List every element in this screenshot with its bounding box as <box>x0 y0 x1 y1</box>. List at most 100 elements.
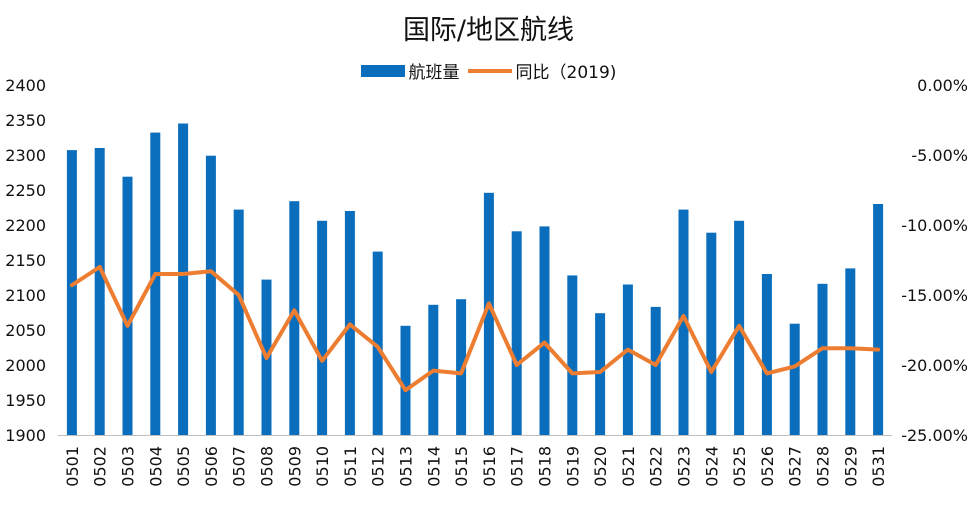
y-left-tick-label: 2100 <box>5 286 46 305</box>
line-point <box>320 359 324 363</box>
y-left-tick-label: 2050 <box>5 321 46 340</box>
x-tick-label: 0524 <box>702 446 721 487</box>
bar <box>873 204 884 435</box>
x-tick-label: 0502 <box>91 446 110 487</box>
x-tick-label: 0528 <box>814 446 833 487</box>
bar <box>761 274 772 435</box>
line-point <box>348 322 352 326</box>
bar <box>567 275 578 435</box>
x-tick-label: 0514 <box>424 446 443 487</box>
y-right-tick-label: -25.00% <box>901 426 968 445</box>
bar <box>595 313 606 435</box>
y-left-tick-label: 1950 <box>5 391 46 410</box>
x-tick-label: 0527 <box>786 446 805 487</box>
y-left-tick-label: 2300 <box>5 146 46 165</box>
x-tick-label: 0505 <box>174 446 193 487</box>
line-point <box>376 345 380 349</box>
line-point <box>459 371 463 375</box>
bar <box>706 232 717 435</box>
legend-item-bar: 航班量 <box>360 58 460 83</box>
line-point <box>570 371 574 375</box>
bar <box>789 323 800 435</box>
bar <box>233 209 244 435</box>
line-point <box>598 370 602 374</box>
y-left-tick-label: 2200 <box>5 216 46 235</box>
x-tick-label: 0509 <box>285 446 304 487</box>
line-point <box>654 363 658 367</box>
line-point <box>209 269 213 273</box>
x-tick-label: 0516 <box>480 446 499 487</box>
line-point <box>487 301 491 305</box>
line-point <box>265 356 268 360</box>
bar <box>122 176 133 435</box>
y-left-tick-label: 2250 <box>5 181 46 200</box>
bar <box>178 123 189 435</box>
x-tick-label: 0529 <box>841 446 860 487</box>
bar <box>678 209 689 435</box>
y-left-tick-label: 2150 <box>5 251 46 270</box>
bar <box>94 148 105 435</box>
line-point <box>848 346 852 350</box>
y-right-tick-label: -15.00% <box>901 286 968 305</box>
line-point <box>543 341 546 345</box>
y-right-tick-label: 0.00% <box>917 76 968 95</box>
bar <box>289 201 300 435</box>
x-tick-label: 0515 <box>452 446 471 487</box>
x-tick-label: 0520 <box>591 446 610 487</box>
line-point <box>626 348 630 352</box>
x-tick-label: 0523 <box>675 446 694 487</box>
bar <box>66 150 77 435</box>
line-point <box>876 348 880 352</box>
legend-item-line: 同比（2019) <box>467 58 617 83</box>
line-point <box>153 272 157 276</box>
x-tick-label: 0513 <box>397 446 416 487</box>
x-tick-label: 0511 <box>341 446 360 487</box>
x-tick-label: 0503 <box>119 446 138 487</box>
y-left-tick-label: 1900 <box>5 426 46 445</box>
bar <box>650 306 661 435</box>
y-left-tick-label: 2000 <box>5 356 46 375</box>
line-point <box>793 364 797 368</box>
line-point <box>431 369 435 373</box>
line-point <box>404 388 407 392</box>
bar <box>150 132 161 435</box>
y-right-tick-label: -20.00% <box>901 356 968 375</box>
legend-label-bar: 航班量 <box>408 63 460 83</box>
x-tick-label: 0512 <box>369 446 388 487</box>
x-tick-label: 0526 <box>758 446 777 487</box>
chart-title: 国际/地区航线 <box>402 15 575 46</box>
bar <box>400 325 411 435</box>
line-point <box>126 324 129 328</box>
x-tick-label: 0510 <box>313 446 332 487</box>
legend: 航班量 同比（2019) <box>0 58 977 83</box>
x-tick-label: 0506 <box>202 446 221 487</box>
bar <box>483 192 494 435</box>
bar <box>205 155 216 435</box>
bar <box>817 283 828 435</box>
line-point <box>292 308 296 312</box>
x-tick-label: 0519 <box>563 446 582 487</box>
line-point <box>682 314 685 318</box>
y-right-tick-label: -10.00% <box>901 216 968 235</box>
x-tick-label: 0518 <box>536 446 555 487</box>
bar <box>539 226 550 435</box>
y-left-tick-label: 2350 <box>5 111 46 130</box>
bar <box>622 284 633 435</box>
x-tick-label: 0508 <box>258 446 277 487</box>
legend-label-line: 同比（2019) <box>515 63 617 83</box>
line-point <box>765 371 769 375</box>
y-left-tick-label: 2400 <box>5 76 46 95</box>
x-tick-label: 0504 <box>146 446 165 487</box>
bar <box>317 220 328 435</box>
line-point <box>709 370 713 374</box>
x-tick-label: 0501 <box>63 446 82 487</box>
legend-swatch-line <box>467 68 512 73</box>
legend-swatch-bar <box>360 64 405 77</box>
line-point <box>98 265 102 269</box>
line-point <box>515 363 519 367</box>
bar <box>845 268 856 435</box>
x-tick-label: 0517 <box>508 446 527 487</box>
x-tick-label: 0531 <box>869 446 888 487</box>
